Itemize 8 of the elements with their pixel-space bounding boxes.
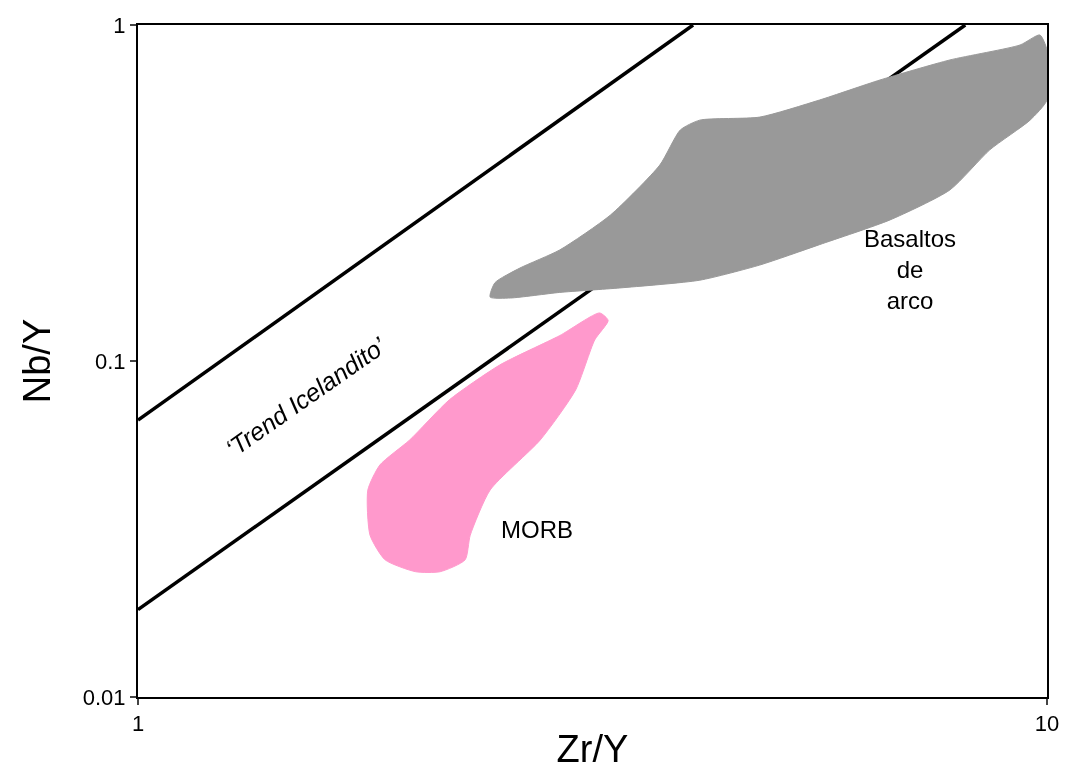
annotation: Basaltos de arco <box>864 225 957 315</box>
y-axis-title: Nb/Y <box>16 318 59 404</box>
y-tick-label: 1 <box>113 12 126 38</box>
y-tick-label: 0.01 <box>82 684 126 710</box>
x-axis-title: Zr/Y <box>556 728 629 770</box>
x-tick-label: 10 <box>1034 711 1060 737</box>
annotation: MORB <box>501 516 573 543</box>
y-tick-label: 0.1 <box>95 348 126 374</box>
